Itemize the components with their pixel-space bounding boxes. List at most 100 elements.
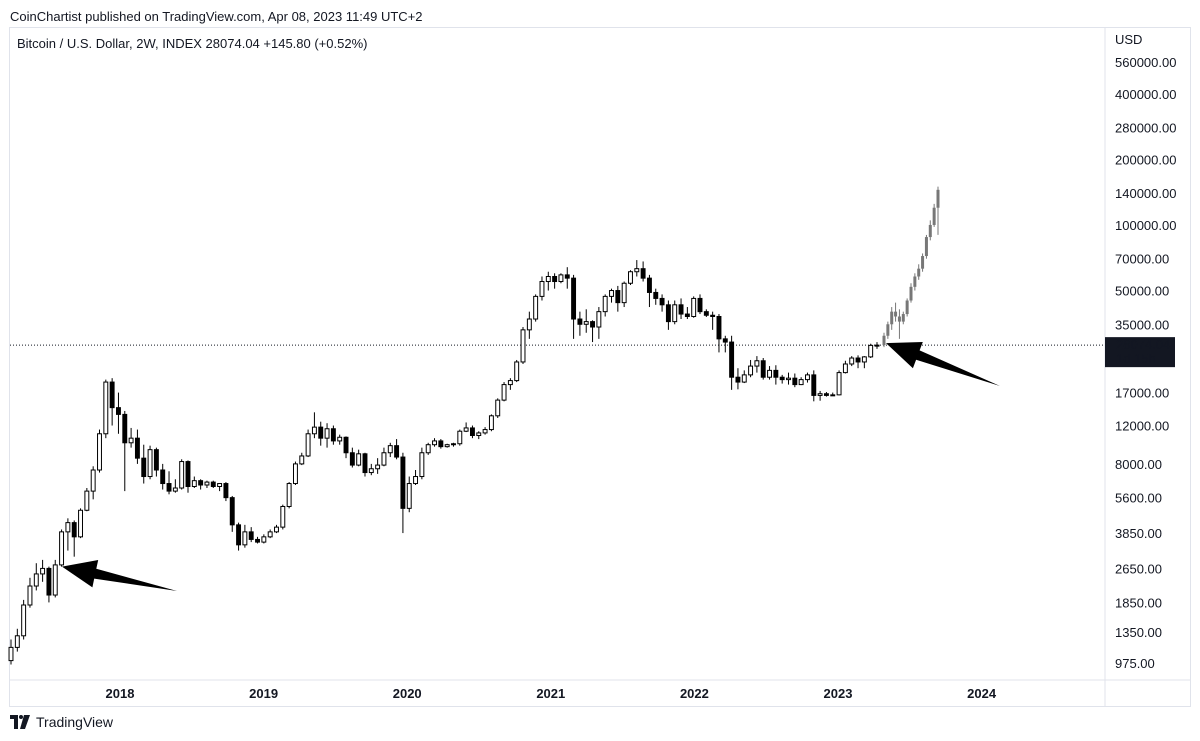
candle: [564, 267, 570, 289]
price-scale-unit: USD: [1115, 32, 1142, 47]
candle: [274, 524, 279, 534]
candle: [90, 466, 96, 500]
candle: [191, 476, 197, 489]
candle: [609, 288, 614, 303]
candle: [362, 452, 368, 477]
candle: [438, 439, 444, 449]
candlestick-series: [8, 260, 880, 665]
bar-countdown: 1d 15h: [1116, 351, 1156, 366]
candle: [185, 460, 191, 493]
candle: [495, 398, 501, 418]
candle: [628, 270, 633, 286]
candle: [147, 445, 153, 480]
footer-brand[interactable]: TradingView: [10, 714, 113, 730]
candle: [305, 429, 311, 458]
arrow-annotation-2023[interactable]: [886, 342, 1000, 386]
time-tick-label: 2022: [680, 686, 709, 701]
candle: [457, 429, 463, 446]
price-tick-label: 50000.00: [1115, 284, 1169, 299]
candle: [748, 359, 754, 378]
candle: [52, 559, 58, 598]
chart-frame: [9, 27, 1191, 707]
candle: [741, 370, 747, 384]
price-tick-label: 35000.00: [1115, 317, 1169, 332]
candle: [375, 458, 381, 474]
candle: [204, 480, 210, 489]
candle: [141, 444, 147, 484]
symbol-legend: Bitcoin / U.S. Dollar, 2W, INDEX 28074.0…: [17, 36, 368, 51]
projection-candle: [917, 264, 921, 280]
time-tick-label: 2018: [106, 686, 135, 701]
candle: [855, 355, 861, 369]
candle: [248, 527, 254, 543]
candle: [425, 442, 431, 455]
candle: [615, 285, 621, 312]
candle: [729, 335, 735, 390]
candle: [97, 429, 102, 473]
candle: [849, 356, 855, 367]
candle: [640, 261, 646, 282]
candle: [242, 524, 248, 548]
candle: [577, 311, 583, 336]
projection-candle: [924, 234, 928, 259]
candle: [122, 410, 128, 492]
candle: [691, 296, 697, 318]
last-price-value: 28074.04: [1116, 337, 1170, 352]
candle: [444, 443, 450, 448]
candle: [760, 358, 766, 380]
candle: [299, 452, 305, 466]
projection-candle: [901, 311, 905, 325]
time-tick-label: 2021: [536, 686, 565, 701]
candle: [823, 392, 829, 397]
candle: [811, 370, 817, 402]
candle: [71, 520, 77, 557]
candle: [210, 480, 216, 489]
footer-brand-label: TradingView: [36, 714, 114, 730]
candle: [798, 377, 804, 386]
last-price-tag: 28074.04 1d 15h: [1105, 337, 1175, 368]
candle: [324, 423, 330, 448]
candle: [356, 449, 362, 467]
candle: [463, 422, 469, 433]
candle: [84, 488, 90, 512]
candle: [476, 431, 482, 440]
candle: [286, 482, 292, 509]
candle: [343, 436, 349, 459]
candle: [735, 368, 741, 390]
candle: [166, 471, 172, 495]
candle: [773, 365, 779, 385]
candle: [558, 273, 564, 284]
candle: [419, 447, 425, 480]
price-scale[interactable]: 560000.00 400000.00 280000.00 200000.00 1400…: [1115, 55, 1176, 671]
price-tick-label: 560000.00: [1115, 55, 1176, 70]
candle: [46, 566, 52, 603]
candle: [716, 314, 722, 353]
candle: [786, 372, 791, 385]
candle: [21, 599, 27, 640]
projection-candle: [886, 321, 890, 339]
projection-candle: [894, 302, 898, 322]
candle: [507, 378, 513, 390]
candle: [381, 447, 387, 467]
candle: [482, 427, 488, 435]
projection-candle: [905, 298, 909, 317]
candle: [116, 392, 121, 434]
candle: [160, 463, 166, 490]
candle: [634, 260, 640, 277]
candle: [349, 447, 355, 468]
candle: [172, 479, 178, 493]
projection-candle: [928, 220, 932, 241]
price-tick-label: 140000.00: [1115, 186, 1176, 201]
candle: [103, 379, 109, 439]
candle: [229, 495, 235, 532]
candle: [27, 577, 33, 608]
price-tick-label: 100000.00: [1115, 218, 1176, 233]
time-scale[interactable]: 2018 2019 2020 2021 2022 2023 2024: [106, 686, 997, 701]
price-tick-label: 400000.00: [1115, 87, 1176, 102]
candle: [767, 366, 772, 380]
arrow-annotation-2017[interactable]: [62, 560, 177, 591]
candle: [14, 628, 20, 652]
projection-series: [882, 186, 940, 348]
projection-candle: [913, 273, 917, 291]
